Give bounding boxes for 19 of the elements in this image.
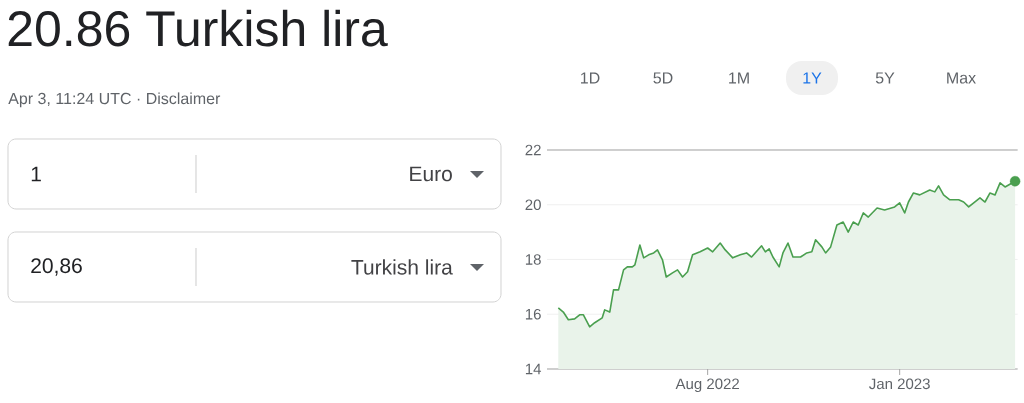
chart-title: 20.86 Turkish lira: [8, 9, 388, 47]
text: Apr 3, 11:24 UTC · Disclaimer: [8, 92, 221, 108]
y-tick-label: 16: [525, 308, 541, 320]
text: 5Y: [875, 72, 895, 84]
x-tick-label: Aug 2022: [675, 378, 739, 393]
text: 20,86: [31, 258, 82, 276]
y-tick-label: 20: [525, 199, 541, 211]
text: Turkish lira: [351, 259, 453, 275]
text: Euro: [410, 166, 452, 182]
x-tick-label: Jan 2023: [869, 378, 930, 390]
text: Max: [947, 72, 976, 84]
y-tick-label: 18: [525, 254, 541, 265]
text: 5D: [653, 72, 673, 84]
y-tick-label: 22: [525, 144, 541, 156]
text: 1: [31, 166, 41, 182]
text: 1Y: [803, 72, 822, 84]
text: 1D: [581, 72, 600, 84]
y-tick-label: 14: [525, 363, 542, 375]
text: 1M: [729, 72, 749, 84]
